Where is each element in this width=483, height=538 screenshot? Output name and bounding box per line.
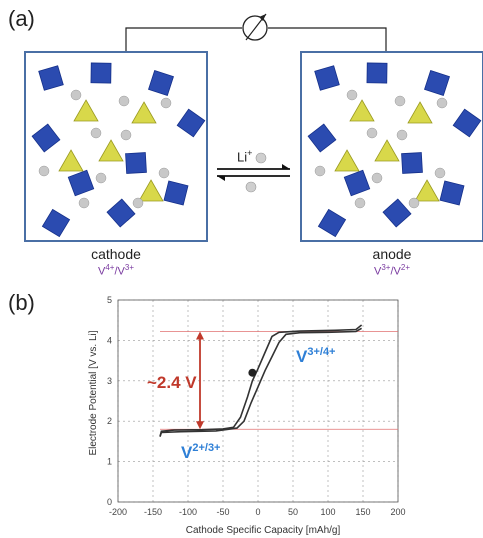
li-ion [95,172,107,184]
series-line [159,324,363,437]
po4-tetrahedron [73,99,99,122]
vo6-octahedron [366,62,388,84]
cathode-redox-couple: V4+/V3+ [98,263,134,278]
y-tick-label: 0 [107,497,112,507]
li-ion [408,197,420,209]
vo6-octahedron [343,169,371,197]
x-tick-label: -100 [179,507,197,517]
vo6-octahedron [31,123,61,153]
po4-tetrahedron [374,139,400,162]
vo6-octahedron [401,152,423,174]
li-ion [354,197,366,209]
li-ion [90,127,102,139]
li-ion [346,89,358,101]
li-ion [158,167,170,179]
li-ion-icon [255,152,267,164]
y-tick-label: 1 [107,457,112,467]
li-ion [132,197,144,209]
x-tick-label: -150 [144,507,162,517]
y-tick-label: 4 [107,335,112,345]
vo6-octahedron [125,152,147,174]
po4-tetrahedron [98,139,124,162]
anode-label: anode [372,246,412,262]
x-tick-label: 150 [355,507,370,517]
vo6-octahedron [307,123,337,153]
plot-frame [117,299,399,503]
chart-axes: -200 -150 -100 -50 0 50 100 150 200 0 1 2 3 4 5 [107,295,406,517]
po4-tetrahedron [131,101,157,124]
vo6-octahedron [176,108,206,138]
li-ion [366,127,378,139]
po4-tetrahedron [334,149,360,172]
cathode-crystal-structure [24,51,208,242]
y-tick-label: 2 [107,416,112,426]
panel-a-label: (a) [8,6,35,31]
lower-couple-label: V2+/3+ [181,442,220,462]
anode-redox-couple: V3+/V2+ [374,263,410,278]
potential-capacity-chart: -200 -150 -100 -50 0 50 100 150 200 0 1 2 3 4 5 Cathod… [88,295,406,536]
po4-tetrahedron [407,101,433,124]
vo6-octahedron [41,208,71,238]
x-tick-label: 50 [288,507,298,517]
upper-couple-label: V3+/4+ [296,346,335,366]
vo6-octahedron [67,169,95,197]
po4-tetrahedron [349,99,375,122]
li-ion [118,95,130,107]
x-tick-label: -200 [109,507,127,517]
po4-tetrahedron [414,179,440,202]
x-tick-label: -50 [216,507,229,517]
vo6-octahedron [382,198,412,228]
po4-tetrahedron [58,149,84,172]
voltage-arrow-head-up [196,331,204,340]
x-axis-title: Cathode Specific Capacity [mAh/g] [186,525,341,536]
li-ion [436,97,448,109]
vo6-octahedron [163,180,189,206]
vo6-octahedron [452,108,482,138]
y-tick-label: 3 [107,376,112,386]
panel-b-label: (b) [8,290,35,315]
anode-crystal-structure [300,51,483,242]
chart-series [159,324,398,437]
vo6-octahedron [106,198,136,228]
vo6-octahedron [314,65,340,91]
li-ion-icon [245,181,257,193]
circuit-wire-right [268,27,387,51]
x-tick-label: 200 [390,507,405,517]
circuit-diagram [125,13,387,193]
y-axis-title: Electrode Potential [V vs. Li] [88,330,99,455]
li-ion [314,165,326,177]
li-ion [371,172,383,184]
vo6-octahedron [424,70,450,96]
circuit-wire-left [125,27,242,51]
li-ion [70,89,82,101]
li-ion [120,129,132,141]
po4-tetrahedron [138,179,164,202]
state-of-charge-marker [248,368,257,377]
voltage-arrow-head-down [196,421,204,430]
voltage-annotation: ~2.4 V [147,373,197,392]
li-ion [434,167,446,179]
li-ion [38,165,50,177]
vo6-octahedron [317,208,347,238]
vo6-octahedron [38,65,64,91]
cathode-label: cathode [91,246,141,262]
x-tick-label: 100 [320,507,335,517]
voltmeter-icon [242,13,268,41]
ion-exchange-arrows [217,164,290,181]
series-line [159,327,362,437]
vo6-octahedron [439,180,465,206]
vo6-octahedron [148,70,174,96]
li-ion-label: Li+ [237,148,253,165]
x-tick-label: 0 [255,507,260,517]
y-tick-label: 5 [107,295,112,305]
li-ion [78,197,90,209]
li-ion [396,129,408,141]
vo6-octahedron [90,62,112,84]
li-ion [160,97,172,109]
li-ion [394,95,406,107]
